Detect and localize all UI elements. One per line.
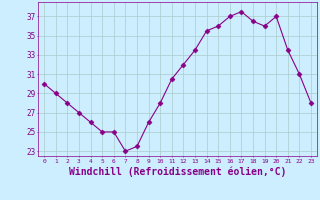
X-axis label: Windchill (Refroidissement éolien,°C): Windchill (Refroidissement éolien,°C) [69, 167, 286, 177]
